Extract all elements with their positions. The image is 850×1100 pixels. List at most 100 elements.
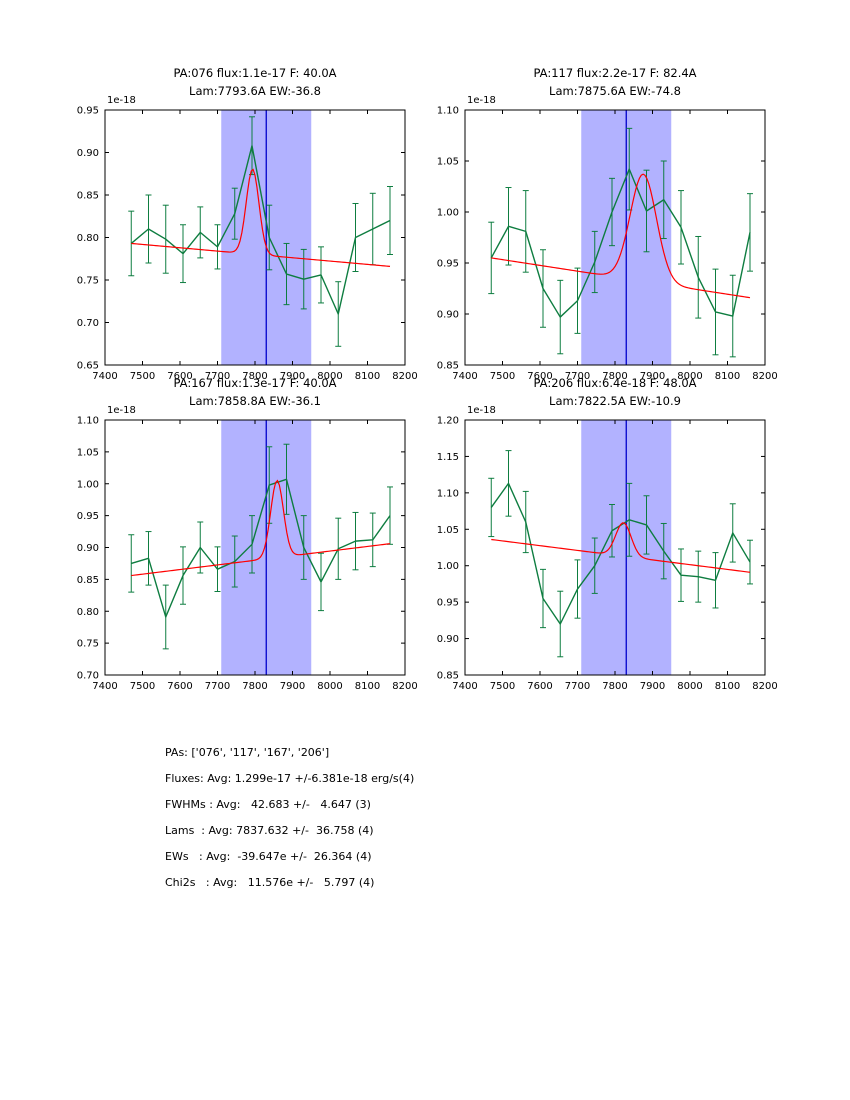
fit-series bbox=[491, 173, 751, 299]
subplot-title-line2: Lam:7793.6A EW:-36.8 bbox=[189, 84, 321, 98]
svg-text:7700: 7700 bbox=[205, 371, 230, 382]
tick-labels: 7400 7500 7600 7700 7800 7900 8000 8100 8200 0.70… bbox=[77, 416, 418, 693]
svg-text:7500: 7500 bbox=[490, 371, 515, 382]
subplot-pa-206: 7400 7500 7600 7700 7800 7900 8000 8100 8200 0.85… bbox=[437, 376, 778, 693]
tick-labels: 7400 7500 7600 7700 7800 7900 8000 8100 8200 0.65… bbox=[77, 106, 418, 383]
svg-text:0.80: 0.80 bbox=[77, 607, 99, 618]
summary-block: PAs: ['076', '117', '167', '206'] Fluxes… bbox=[165, 740, 414, 896]
svg-text:1.00: 1.00 bbox=[437, 561, 459, 572]
svg-text:7800: 7800 bbox=[242, 371, 267, 382]
data-series bbox=[130, 144, 391, 315]
svg-text:8000: 8000 bbox=[317, 371, 342, 382]
axis-offset-label: 1e-18 bbox=[107, 405, 136, 416]
summary-line-chi2s: Chi2s : Avg: 11.576e +/- 5.797 (4) bbox=[165, 876, 375, 889]
svg-text:7900: 7900 bbox=[280, 371, 305, 382]
data-series bbox=[131, 478, 391, 618]
svg-text:1.10: 1.10 bbox=[77, 416, 99, 427]
svg-text:1.05: 1.05 bbox=[77, 447, 99, 458]
svg-text:0.95: 0.95 bbox=[437, 598, 459, 609]
subplot-pa-167: 7400 7500 7600 7700 7800 7900 8000 8100 8200 0.70… bbox=[77, 376, 418, 693]
svg-text:8000: 8000 bbox=[677, 371, 702, 382]
svg-text:8200: 8200 bbox=[392, 681, 417, 692]
fit-series bbox=[131, 479, 391, 577]
svg-text:0.95: 0.95 bbox=[437, 259, 459, 270]
svg-text:1.20: 1.20 bbox=[437, 416, 459, 427]
tick-labels: 7400 7500 7600 7700 7800 7900 8000 8100 8200 0.85… bbox=[437, 106, 778, 383]
svg-text:7400: 7400 bbox=[452, 371, 477, 382]
svg-text:7600: 7600 bbox=[167, 681, 192, 692]
svg-text:1.10: 1.10 bbox=[437, 106, 459, 117]
summary-line-pas: PAs: ['076', '117', '167', '206'] bbox=[165, 746, 330, 759]
svg-text:8100: 8100 bbox=[715, 371, 740, 382]
fit-series bbox=[491, 522, 751, 573]
subplot-title-line2: Lam:7875.6A EW:-74.8 bbox=[549, 84, 681, 98]
svg-text:8200: 8200 bbox=[752, 681, 777, 692]
svg-text:8200: 8200 bbox=[392, 371, 417, 382]
svg-text:0.75: 0.75 bbox=[77, 639, 99, 650]
svg-text:8000: 8000 bbox=[317, 681, 342, 692]
subplot-title-line1: PA:076 flux:1.1e-17 F: 40.0A bbox=[173, 66, 336, 80]
svg-text:1.00: 1.00 bbox=[77, 479, 99, 490]
svg-text:7700: 7700 bbox=[565, 371, 590, 382]
svg-text:8100: 8100 bbox=[355, 371, 380, 382]
axis-offset-label: 1e-18 bbox=[467, 95, 496, 106]
svg-text:0.85: 0.85 bbox=[437, 671, 459, 682]
svg-text:0.95: 0.95 bbox=[77, 106, 99, 117]
subplot-title-line1: PA:117 flux:2.2e-17 F: 82.4A bbox=[533, 66, 696, 80]
svg-text:7600: 7600 bbox=[167, 371, 192, 382]
svg-text:7500: 7500 bbox=[490, 681, 515, 692]
svg-text:7500: 7500 bbox=[130, 681, 155, 692]
svg-text:7900: 7900 bbox=[640, 681, 665, 692]
svg-text:0.70: 0.70 bbox=[77, 318, 99, 329]
svg-text:7900: 7900 bbox=[640, 371, 665, 382]
subplot-title-line2: Lam:7822.5A EW:-10.9 bbox=[549, 394, 681, 408]
svg-text:1.10: 1.10 bbox=[437, 488, 459, 499]
tick-labels: 7400 7500 7600 7700 7800 7900 8000 8100 8200 0.85… bbox=[437, 416, 778, 693]
svg-text:1.15: 1.15 bbox=[437, 452, 459, 463]
svg-text:7400: 7400 bbox=[92, 681, 117, 692]
fit-series bbox=[131, 168, 391, 267]
svg-text:7800: 7800 bbox=[602, 371, 627, 382]
svg-text:1.05: 1.05 bbox=[437, 157, 459, 168]
svg-text:1.05: 1.05 bbox=[437, 525, 459, 536]
svg-text:0.90: 0.90 bbox=[77, 543, 99, 554]
subplot-title-line2: Lam:7858.8A EW:-36.1 bbox=[189, 394, 321, 408]
error-bars bbox=[488, 450, 753, 658]
summary-line-fluxes: Fluxes: Avg: 1.299e-17 +/-6.381e-18 erg/… bbox=[165, 772, 415, 785]
svg-text:0.95: 0.95 bbox=[77, 511, 99, 522]
svg-text:0.90: 0.90 bbox=[437, 310, 459, 321]
svg-text:7600: 7600 bbox=[527, 681, 552, 692]
svg-text:0.70: 0.70 bbox=[77, 671, 99, 682]
svg-text:8200: 8200 bbox=[752, 371, 777, 382]
svg-text:7500: 7500 bbox=[130, 371, 155, 382]
subplot-title-line1: PA:167 flux:1.3e-17 F: 40.0A bbox=[173, 376, 336, 390]
svg-text:1.00: 1.00 bbox=[437, 208, 459, 219]
svg-text:7400: 7400 bbox=[452, 681, 477, 692]
svg-text:7600: 7600 bbox=[527, 371, 552, 382]
svg-text:8100: 8100 bbox=[355, 681, 380, 692]
svg-text:0.75: 0.75 bbox=[77, 276, 99, 287]
svg-text:7400: 7400 bbox=[92, 371, 117, 382]
svg-text:7700: 7700 bbox=[565, 681, 590, 692]
axis-offset-label: 1e-18 bbox=[467, 405, 496, 416]
svg-text:0.65: 0.65 bbox=[77, 361, 99, 372]
svg-text:7700: 7700 bbox=[205, 681, 230, 692]
svg-text:0.90: 0.90 bbox=[77, 148, 99, 159]
subplot-title-line1: PA:206 flux:6.4e-18 F: 48.0A bbox=[533, 376, 696, 390]
subplot-pa-076: 7400 7500 7600 7700 7800 7900 8000 8100 8200 0.65… bbox=[77, 66, 418, 383]
subplot-pa-117: 7400 7500 7600 7700 7800 7900 8000 8100 8200 0.85… bbox=[437, 66, 778, 383]
svg-text:0.85: 0.85 bbox=[437, 361, 459, 372]
svg-text:8000: 8000 bbox=[677, 681, 702, 692]
summary-line-fwhms: FWHMs : Avg: 42.683 +/- 4.647 (3) bbox=[165, 798, 371, 811]
svg-text:8100: 8100 bbox=[715, 681, 740, 692]
svg-text:0.80: 0.80 bbox=[77, 233, 99, 244]
svg-text:7800: 7800 bbox=[602, 681, 627, 692]
summary-line-ews: EWs : Avg: -39.647e +/- 26.364 (4) bbox=[165, 850, 372, 863]
svg-text:0.85: 0.85 bbox=[77, 575, 99, 586]
svg-text:7800: 7800 bbox=[242, 681, 267, 692]
svg-text:0.85: 0.85 bbox=[77, 191, 99, 202]
summary-line-lams: Lams : Avg: 7837.632 +/- 36.758 (4) bbox=[165, 824, 374, 837]
svg-text:0.90: 0.90 bbox=[437, 634, 459, 645]
axis-offset-label: 1e-18 bbox=[107, 95, 136, 106]
